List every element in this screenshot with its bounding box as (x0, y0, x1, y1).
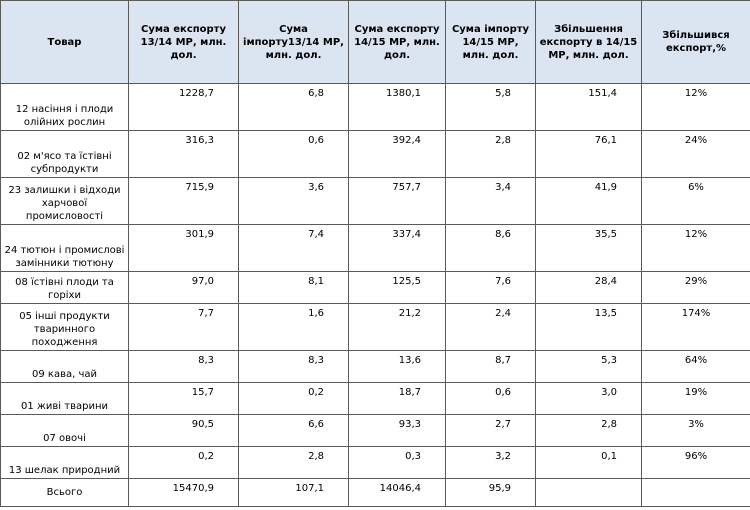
import-13-14: 0,2 (238, 382, 349, 415)
product-name: 08 їстівні плоди та горіхи (0, 271, 129, 304)
import-13-14: 8,1 (238, 271, 349, 304)
import-13-14: 3,6 (238, 177, 349, 225)
import-13-14: 0,6 (238, 130, 349, 178)
export-increase: 0,1 (535, 446, 642, 479)
product-name: 23 залишки і відходи харчової промислово… (0, 177, 129, 225)
export-13-14: 8,3 (128, 350, 239, 383)
export-13-14: 301,9 (128, 224, 239, 272)
export-increase: 13,5 (535, 303, 642, 351)
import-13-14: 6,8 (238, 83, 349, 131)
total-export-increase (535, 478, 642, 507)
export-13-14: 1228,7 (128, 83, 239, 131)
table-row: 07 овочі 90,5 6,6 93,3 2,7 2,8 3% (0, 414, 750, 447)
import-14-15: 3,2 (445, 446, 536, 479)
table-row: 24 тютюн і промислові замінники тютюну 3… (0, 224, 750, 272)
total-row: Всього 15470,9 107,1 14046,4 95,9 (0, 478, 750, 507)
export-14-15: 392,4 (348, 130, 446, 178)
product-name: 07 овочі (0, 414, 129, 447)
export-14-15: 757,7 (348, 177, 446, 225)
import-14-15: 2,4 (445, 303, 536, 351)
export-increase: 76,1 (535, 130, 642, 178)
header-product: Товар (0, 0, 129, 84)
export-13-14: 7,7 (128, 303, 239, 351)
export-13-14: 90,5 (128, 414, 239, 447)
table-row: 09 кава, чай 8,3 8,3 13,6 8,7 5,3 64% (0, 350, 750, 383)
table-row: 02 м'ясо та їстівні субпродукти 316,3 0,… (0, 130, 750, 178)
table-row: 23 залишки і відходи харчової промислово… (0, 177, 750, 225)
export-14-15: 1380,1 (348, 83, 446, 131)
growth-percent: 29% (641, 271, 750, 304)
import-13-14: 2,8 (238, 446, 349, 479)
export-13-14: 15,7 (128, 382, 239, 415)
import-14-15: 7,6 (445, 271, 536, 304)
export-increase: 151,4 (535, 83, 642, 131)
export-13-14: 97,0 (128, 271, 239, 304)
export-13-14: 316,3 (128, 130, 239, 178)
growth-percent: 24% (641, 130, 750, 178)
export-increase: 3,0 (535, 382, 642, 415)
import-14-15: 8,7 (445, 350, 536, 383)
header-import-13-14: Сума імпорту13/14 МР, млн. дол. (238, 0, 349, 84)
growth-percent: 96% (641, 446, 750, 479)
export-increase: 2,8 (535, 414, 642, 447)
header-import-14-15: Сума імпорту 14/15 МР, млн. дол. (445, 0, 536, 84)
growth-percent: 64% (641, 350, 750, 383)
table-row: 05 інші продукти тваринного походження 7… (0, 303, 750, 351)
product-name: 24 тютюн і промислові замінники тютюну (0, 224, 129, 272)
product-name: 13 шелак природний (0, 446, 129, 479)
growth-percent: 174% (641, 303, 750, 351)
table-row: 08 їстівні плоди та горіхи 97,0 8,1 125,… (0, 271, 750, 304)
total-import-14-15: 95,9 (445, 478, 536, 507)
header-row: Товар Сума експорту 13/14 МР, млн. дол. … (0, 0, 750, 84)
growth-percent: 3% (641, 414, 750, 447)
header-export-13-14: Сума експорту 13/14 МР, млн. дол. (128, 0, 239, 84)
import-14-15: 2,7 (445, 414, 536, 447)
product-name: 01 живі тварини (0, 382, 129, 415)
product-name: 09 кава, чай (0, 350, 129, 383)
export-14-15: 18,7 (348, 382, 446, 415)
export-14-15: 13,6 (348, 350, 446, 383)
total-growth-percent (641, 478, 750, 507)
header-export-growth-percent: Збільшився експорт,% (641, 0, 750, 84)
export-increase: 28,4 (535, 271, 642, 304)
import-13-14: 8,3 (238, 350, 349, 383)
table-row: 13 шелак природний 0,2 2,8 0,3 3,2 0,1 9… (0, 446, 750, 479)
total-label: Всього (0, 478, 129, 507)
export-13-14: 715,9 (128, 177, 239, 225)
total-import-13-14: 107,1 (238, 478, 349, 507)
header-export-14-15: Сума експорту 14/15 МР, млн. дол. (348, 0, 446, 84)
import-14-15: 0,6 (445, 382, 536, 415)
product-name: 02 м'ясо та їстівні субпродукти (0, 130, 129, 178)
export-14-15: 337,4 (348, 224, 446, 272)
export-14-15: 21,2 (348, 303, 446, 351)
product-name: 05 інші продукти тваринного походження (0, 303, 129, 351)
total-export-14-15: 14046,4 (348, 478, 446, 507)
export-increase: 35,5 (535, 224, 642, 272)
growth-percent: 6% (641, 177, 750, 225)
header-export-increase: Збільшення експорту в 14/15 МР, млн. дол… (535, 0, 642, 84)
growth-percent: 12% (641, 224, 750, 272)
export-increase: 41,9 (535, 177, 642, 225)
export-14-15: 125,5 (348, 271, 446, 304)
export-13-14: 0,2 (128, 446, 239, 479)
table-row: 12 насіння і плоди олійних рослин 1228,7… (0, 83, 750, 131)
import-14-15: 2,8 (445, 130, 536, 178)
export-increase: 5,3 (535, 350, 642, 383)
total-export-13-14: 15470,9 (128, 478, 239, 507)
import-13-14: 1,6 (238, 303, 349, 351)
import-13-14: 7,4 (238, 224, 349, 272)
import-14-15: 8,6 (445, 224, 536, 272)
import-13-14: 6,6 (238, 414, 349, 447)
table-row: 01 живі тварини 15,7 0,2 18,7 0,6 3,0 19… (0, 382, 750, 415)
import-14-15: 5,8 (445, 83, 536, 131)
product-name: 12 насіння і плоди олійних рослин (0, 83, 129, 131)
growth-percent: 12% (641, 83, 750, 131)
export-14-15: 93,3 (348, 414, 446, 447)
export-14-15: 0,3 (348, 446, 446, 479)
import-14-15: 3,4 (445, 177, 536, 225)
growth-percent: 19% (641, 382, 750, 415)
